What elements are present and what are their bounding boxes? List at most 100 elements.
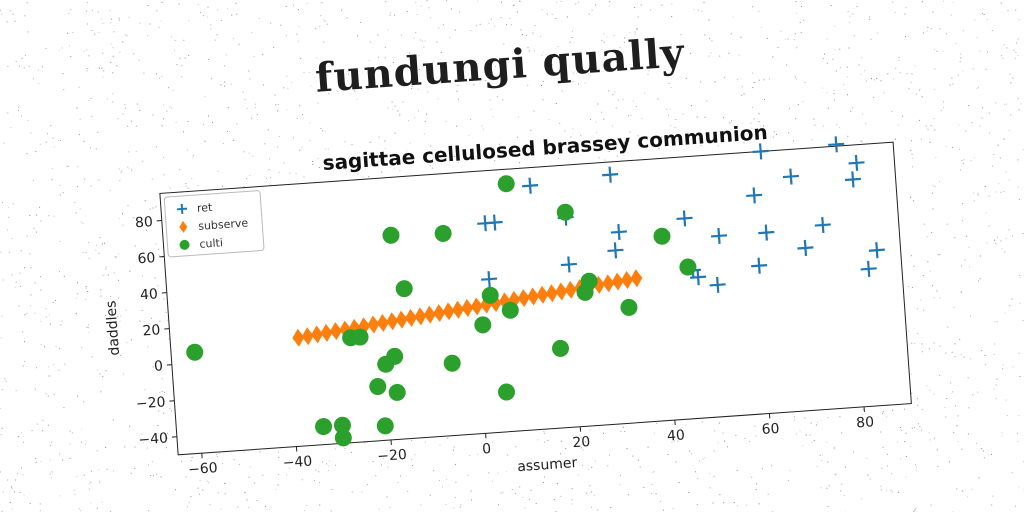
ret-point: [560, 256, 577, 273]
ret-point: [710, 227, 728, 244]
subserve-point: [320, 323, 333, 342]
ret-point: [481, 271, 498, 288]
culti-point: [474, 316, 492, 334]
ret-point: [797, 239, 814, 257]
legend-marker: [176, 203, 188, 215]
y-tick-label: 60: [137, 250, 156, 267]
culti-point: [481, 286, 499, 304]
culti-point: [382, 226, 400, 244]
ret-point: [814, 216, 831, 234]
subserve-point: [423, 305, 436, 324]
ret-point: [607, 242, 624, 259]
subserve-point: [405, 308, 417, 327]
legend-entry: subserve: [179, 216, 249, 233]
x-tick-label: −40: [282, 454, 313, 472]
x-axis: −60 −40 −20 0 20 40 60 80: [188, 406, 875, 478]
culti-point: [334, 429, 352, 447]
ret-point: [709, 276, 726, 293]
culti-point: [497, 175, 515, 193]
ret-point: [602, 166, 619, 183]
subserve-point: [508, 290, 521, 309]
plot-marks: [186, 136, 885, 447]
legend-marker: [179, 239, 190, 250]
ret-point: [828, 136, 845, 153]
subserve-point: [367, 315, 380, 334]
y-axis-label: daddles: [103, 300, 123, 356]
subserve-point: [292, 328, 305, 347]
y-tick-label: −40: [138, 430, 169, 448]
subserve-point: [536, 285, 549, 304]
subserve-point: [602, 274, 615, 293]
y-tick-label: 40: [140, 286, 159, 303]
culti-point: [556, 203, 574, 221]
culti-point: [315, 418, 333, 436]
subserve-point: [301, 327, 314, 346]
subserve-point: [395, 310, 408, 329]
subserve-point: [451, 300, 464, 319]
subserve-point: [611, 272, 624, 291]
culti-point: [333, 416, 351, 434]
culti-point: [498, 383, 516, 401]
ret-point: [860, 260, 877, 277]
x-tick-label: 80: [856, 414, 875, 431]
subserve-point: [621, 271, 634, 289]
subserve-point: [470, 297, 483, 316]
chart-container: sagittae cellulosed brassey communion −6…: [68, 89, 931, 507]
ret-point: [486, 214, 503, 231]
subserve-point: [358, 317, 371, 336]
ret-point: [522, 177, 539, 194]
ret-point: [758, 224, 775, 241]
legend-label: ret: [197, 201, 214, 215]
ret-point: [676, 210, 693, 227]
culti-point: [679, 258, 697, 276]
culti-point: [376, 417, 394, 435]
x-tick-label: 0: [482, 441, 492, 458]
subserve-point: [480, 295, 493, 314]
culti-point: [351, 328, 369, 346]
series-subserve: [292, 269, 643, 347]
legend-label: culti: [199, 236, 223, 251]
ret-point: [782, 168, 799, 185]
subserve-point: [517, 289, 530, 308]
x-tick-label: −60: [188, 460, 219, 478]
subserve-point: [433, 304, 446, 323]
subserve-point: [386, 312, 399, 331]
ret-point: [848, 154, 865, 171]
culti-point: [434, 224, 452, 242]
culti-point: [186, 343, 204, 361]
x-tick-label: 20: [572, 434, 591, 451]
ret-point: [746, 187, 763, 204]
culti-point: [501, 301, 519, 319]
culti-point: [386, 347, 404, 365]
culti-point: [580, 272, 598, 290]
ret-point: [610, 223, 627, 241]
subserve-point: [442, 302, 455, 321]
culti-point: [369, 378, 387, 396]
y-tick-label: 0: [153, 358, 163, 375]
x-tick-label: −20: [377, 447, 408, 465]
legend-marker: [179, 220, 188, 233]
subserve-point: [414, 307, 427, 326]
y-tick-label: 80: [135, 214, 154, 231]
subserve-point: [564, 280, 577, 299]
subserve-point: [461, 299, 474, 317]
culti-point: [443, 354, 461, 372]
culti-point: [620, 298, 638, 316]
ret-point: [690, 269, 707, 286]
ret-point: [868, 242, 885, 259]
ret-point: [752, 143, 769, 160]
series-ret: [477, 136, 885, 293]
subserve-point: [555, 282, 568, 301]
legend-box: [163, 190, 265, 258]
subserve-point: [527, 287, 540, 306]
series-culti: [186, 175, 697, 447]
subserve-point: [630, 269, 643, 288]
x-axis-label: assumer: [517, 455, 578, 475]
legend-entry: ret: [176, 201, 214, 215]
legend-label: subserve: [198, 216, 249, 232]
culti-point: [395, 280, 413, 298]
x-tick-label: 60: [761, 421, 780, 438]
culti-point: [552, 339, 570, 357]
scatter-chart: sagittae cellulosed brassey communion −6…: [103, 120, 912, 478]
